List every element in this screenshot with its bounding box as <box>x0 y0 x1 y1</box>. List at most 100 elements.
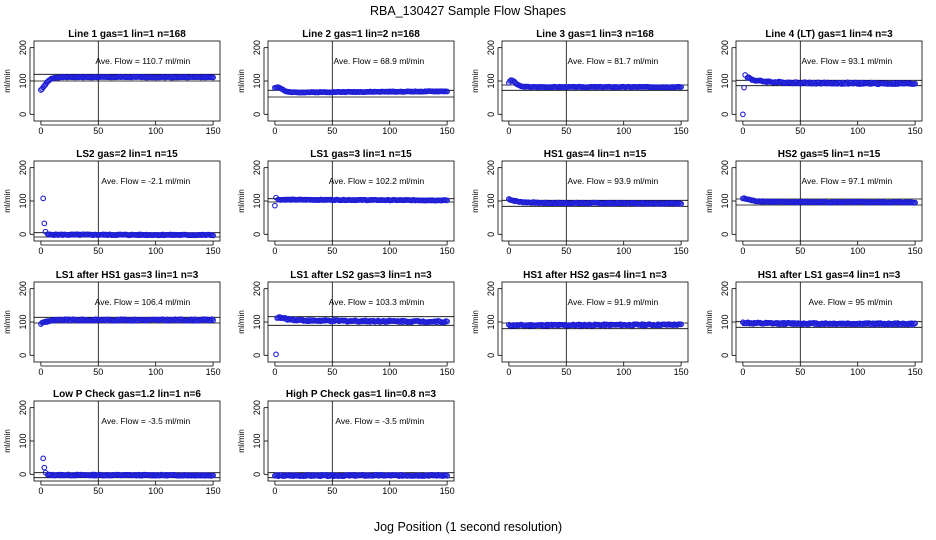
y-tick-label: 200 <box>486 160 496 175</box>
data-point <box>207 317 214 324</box>
panel-title: Line 3 gas=1 lin=3 n=168 <box>536 29 654 40</box>
plot-frame <box>33 160 221 242</box>
x-tick-label: 100 <box>850 367 865 377</box>
y-axis-label: ml/min <box>237 69 246 93</box>
data-point-outlier <box>42 228 49 235</box>
panel-title: High P Check gas=1 lin=0.8 n=3 <box>286 389 437 400</box>
y-tick-label: 100 <box>252 314 262 329</box>
x-tick-label: 50 <box>93 246 103 256</box>
y-axis-label: ml/min <box>705 189 714 213</box>
y-axis-label: ml/min <box>237 310 246 334</box>
data-point <box>210 317 216 324</box>
y-axis-label: ml/min <box>237 189 246 213</box>
y-tick-label: 100 <box>720 73 730 88</box>
flow-panel: LS1 gas=3 lin=1 n=15 0 50 100 150 0 100 200 ml/m… <box>237 149 455 256</box>
y-tick-label: 0 <box>720 353 730 358</box>
y-tick-label: 0 <box>720 232 730 237</box>
x-tick-label: 150 <box>440 126 455 136</box>
panel-title: Low P Check gas=1.2 lin=1 n=6 <box>53 389 201 400</box>
data-point <box>444 197 450 204</box>
flow-panel: Line 3 gas=1 lin=3 n=168 0 50 100 150 0 100 200… <box>471 29 689 136</box>
avg-flow-annotation: Ave. Flow = -3.5 ml/min <box>335 416 424 426</box>
panel-title: Line 4 (LT) gas=1 lin=4 n=3 <box>765 29 893 40</box>
x-tick-label: 0 <box>740 126 745 136</box>
x-axis-label: Jog Position (1 second resolution) <box>374 520 562 534</box>
y-tick-label: 100 <box>486 314 496 329</box>
flow-panel: HS1 gas=4 lin=1 n=15 0 50 100 150 0 100 200 ml/m… <box>471 149 689 256</box>
data-point <box>678 84 684 90</box>
data-point-outlier <box>740 111 746 118</box>
avg-flow-annotation: Ave. Flow = 102.2 ml/min <box>329 176 425 186</box>
y-axis-label: ml/min <box>471 310 480 334</box>
x-tick-label: 50 <box>327 367 337 377</box>
data-point <box>444 88 450 95</box>
x-tick-label: 0 <box>38 367 43 377</box>
y-tick-label: 0 <box>252 232 262 237</box>
y-tick-label: 200 <box>720 160 730 175</box>
flow-panel: HS2 gas=5 lin=1 n=15 0 50 100 150 0 100 200 ml/m… <box>705 149 923 256</box>
x-tick-label: 100 <box>148 126 163 136</box>
panel-title: LS1 after LS2 gas=3 lin=1 n=3 <box>290 270 432 281</box>
data-point <box>908 320 915 327</box>
y-tick-label: 100 <box>18 433 28 448</box>
data-point <box>210 74 216 81</box>
x-tick-label: 150 <box>674 246 689 256</box>
y-tick-label: 200 <box>252 400 262 415</box>
x-tick-label: 150 <box>908 126 923 136</box>
x-tick-label: 100 <box>616 126 631 136</box>
y-tick-label: 0 <box>720 112 730 117</box>
panel-title: Line 2 gas=1 lin=2 n=168 <box>302 29 420 40</box>
y-tick-label: 0 <box>486 353 496 358</box>
y-tick-label: 0 <box>18 472 28 477</box>
y-tick-label: 100 <box>252 433 262 448</box>
main-title: RBA_130427 Sample Flow Shapes <box>370 4 566 18</box>
avg-flow-annotation: Ave. Flow = 93.1 ml/min <box>801 56 892 66</box>
x-tick-label: 50 <box>93 126 103 136</box>
flow-panel: Line 1 gas=1 lin=1 n=168 0 50 100 150 0 100 200… <box>3 29 221 136</box>
panel-grid: Line 1 gas=1 lin=1 n=168 0 50 100 150 0 100 200… <box>3 29 923 496</box>
y-tick-label: 200 <box>720 281 730 296</box>
x-tick-label: 50 <box>93 486 103 496</box>
y-tick-label: 100 <box>252 193 262 208</box>
y-tick-label: 100 <box>252 73 262 88</box>
y-axis-label: ml/min <box>471 189 480 213</box>
y-tick-label: 0 <box>18 232 28 237</box>
y-tick-label: 0 <box>486 112 496 117</box>
x-tick-label: 150 <box>206 246 221 256</box>
panel-title: LS1 after HS1 gas=3 lin=1 n=3 <box>56 270 199 281</box>
avg-flow-annotation: Ave. Flow = -2.1 ml/min <box>101 176 190 186</box>
x-tick-label: 150 <box>206 367 221 377</box>
data-point-outlier <box>42 469 49 476</box>
y-tick-label: 200 <box>252 40 262 55</box>
x-tick-label: 0 <box>272 486 277 496</box>
flow-panel: LS1 after HS1 gas=3 lin=1 n=3 0 50 100 150 0 1… <box>3 270 221 377</box>
y-tick-label: 0 <box>18 112 28 117</box>
y-axis-label: ml/min <box>3 429 12 453</box>
y-tick-label: 0 <box>18 353 28 358</box>
data-point <box>678 200 684 207</box>
x-tick-label: 0 <box>506 367 511 377</box>
data-point <box>210 232 216 239</box>
avg-flow-annotation: Ave. Flow = -3.5 ml/min <box>101 416 190 426</box>
x-tick-label: 50 <box>795 367 805 377</box>
data-point-outlier <box>40 195 47 202</box>
flow-panel: LS1 after LS2 gas=3 lin=1 n=3 0 50 100 150 0 1… <box>237 270 455 377</box>
data-point <box>912 80 918 87</box>
y-tick-label: 200 <box>486 281 496 296</box>
x-tick-label: 0 <box>272 367 277 377</box>
data-point <box>209 316 215 323</box>
y-tick-label: 100 <box>486 193 496 208</box>
y-tick-label: 0 <box>486 232 496 237</box>
x-tick-label: 50 <box>327 486 337 496</box>
panel-title: HS2 gas=5 lin=1 n=15 <box>778 149 881 160</box>
data-point <box>912 199 918 206</box>
y-axis-label: ml/min <box>3 69 12 93</box>
data-point-outlier <box>41 464 48 471</box>
x-tick-label: 100 <box>616 367 631 377</box>
y-tick-label: 100 <box>18 314 28 329</box>
x-tick-label: 0 <box>740 367 745 377</box>
panel-title: Line 1 gas=1 lin=1 n=168 <box>68 29 186 40</box>
panel-title: HS1 after HS2 gas=4 lin=1 n=3 <box>523 270 667 281</box>
flow-panel: LS2 gas=2 lin=1 n=15 0 50 100 150 0 100 200 ml/m… <box>3 149 221 256</box>
